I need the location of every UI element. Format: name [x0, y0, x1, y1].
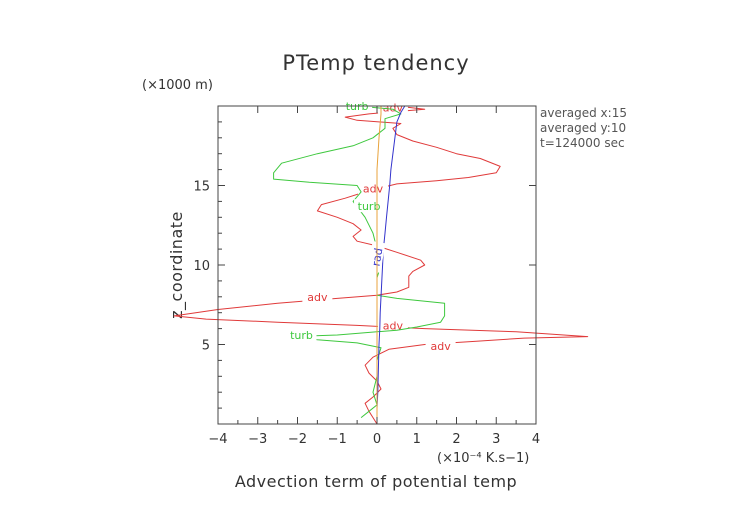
series-adv-label-bg: [425, 339, 456, 353]
series-adv-label: adv: [307, 291, 328, 304]
info-line-time: t=124000 sec: [540, 136, 625, 150]
x-tick-label: 2: [452, 432, 460, 447]
series-turb-label: turb: [290, 329, 313, 342]
x-tick-label: 3: [492, 432, 500, 447]
x-unit-label: (×10⁻⁴ K.s−1): [437, 451, 529, 466]
info-line-y: averaged y:10: [540, 121, 626, 135]
x-tick-label: −3: [248, 432, 267, 447]
series-adv-label-bg: [302, 289, 333, 303]
x-tick-label: −2: [288, 432, 307, 447]
series-adv-label: adv: [430, 340, 451, 353]
series-adv-label: adv: [383, 319, 404, 332]
series-4-line: [376, 106, 382, 424]
series-adv-label: adv: [363, 183, 384, 196]
x-tick-label: 4: [532, 432, 540, 447]
x-tick-label: −4: [208, 432, 227, 447]
info-box: averaged x:15 averaged y:10 t=124000 sec: [540, 106, 627, 150]
series-turb-label: turb: [358, 200, 381, 213]
tick-layer: −4 −3 −2 −1 0 1 2 3 4 5 10 15: [193, 106, 540, 447]
x-tick-label: −1: [328, 432, 347, 447]
series-adv-line: [173, 105, 589, 425]
series-adv-label-bg: [377, 318, 408, 332]
series-adv-label: adv: [383, 102, 404, 115]
series-turb-label-bg: [286, 327, 317, 341]
x-tick-label: 1: [413, 432, 421, 447]
series-adv-label-bg: [377, 100, 408, 114]
y-unit-label: (×1000 m): [142, 78, 213, 93]
y-tick-label: 5: [202, 339, 210, 354]
x-tick-label: 0: [373, 432, 381, 447]
y-tick-label: 15: [193, 180, 210, 195]
y-tick-label: 10: [193, 259, 210, 274]
series-turb-line: [273, 105, 446, 418]
chart-title: PTemp tendency: [282, 51, 469, 75]
y-axis-title: z_coordinate: [167, 211, 187, 319]
series-adv-label-bg: [358, 181, 389, 195]
x-axis-title: Advection term of potential temp: [235, 472, 517, 491]
info-line-x: averaged x:15: [540, 106, 627, 120]
